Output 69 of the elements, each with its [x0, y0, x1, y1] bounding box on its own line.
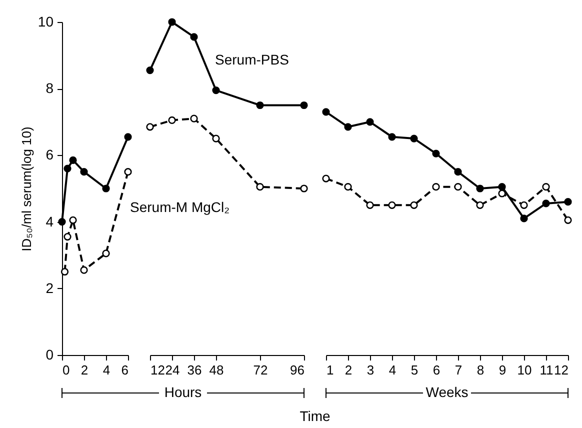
point [542, 183, 550, 191]
y-tick-label: 8 [46, 80, 54, 96]
text: Weeks [426, 384, 468, 400]
point [64, 164, 72, 172]
text: Hours [164, 384, 202, 400]
y-tick-label: 4 [46, 213, 54, 230]
point [454, 183, 462, 191]
point [564, 198, 572, 206]
point [432, 183, 440, 191]
y-tick-label: 10 [38, 14, 54, 30]
x-tick-label: 0 [62, 362, 70, 378]
x-tick-label: 4 [388, 362, 396, 378]
point [520, 201, 528, 209]
point [366, 118, 374, 126]
y-tick-label: 0 [46, 346, 54, 362]
y-axis-title: ID₅₀/ml serum(log 10) [18, 126, 34, 252]
point [498, 183, 506, 191]
x-tick-label: 48 [209, 362, 224, 378]
x-tick-label: 3 [366, 362, 374, 378]
point [102, 184, 110, 192]
point [564, 216, 572, 224]
x-tick-label: 8 [476, 362, 484, 378]
x-tick-label: 24 [165, 362, 180, 378]
y-tick-label: 6 [46, 146, 54, 163]
x-axis-title: Time [300, 408, 331, 424]
x-tick-label: 6 [432, 362, 440, 378]
point [80, 266, 88, 274]
point [410, 201, 418, 209]
series-label: Serum-PBS [215, 51, 289, 68]
point [388, 201, 396, 209]
point [388, 133, 396, 141]
point [498, 190, 506, 198]
x-tick-label: 4 [102, 362, 110, 378]
x-tick-label: 36 [187, 362, 202, 378]
point [322, 174, 330, 182]
point [64, 232, 72, 241]
x-tick-label: 72 [253, 362, 268, 378]
point [69, 216, 77, 224]
point [454, 168, 462, 176]
point [476, 184, 484, 192]
text: Serum-M MgCl₂ [130, 199, 230, 216]
point [410, 134, 418, 142]
x-tick-label: 96 [290, 362, 304, 378]
point [520, 214, 528, 222]
point [476, 201, 484, 209]
point [542, 200, 550, 208]
point [344, 183, 352, 191]
x-tick-label: 12 [554, 362, 568, 378]
x-tick-label: 9 [498, 362, 506, 378]
x-tick-label: 5 [410, 362, 418, 378]
point [124, 168, 132, 176]
x-tick-label: 6 [121, 362, 128, 378]
x-tick-label: 10 [517, 362, 532, 378]
point [432, 150, 440, 158]
point [69, 156, 77, 164]
point [124, 133, 132, 141]
point [366, 201, 374, 209]
point [80, 168, 88, 176]
point [60, 268, 69, 276]
x-tick-label: 11 [540, 362, 554, 378]
x-tick-label: 7 [454, 362, 462, 378]
point [344, 123, 352, 131]
x-tick-label: 12 [150, 362, 165, 378]
x-tick-label: 2 [344, 362, 352, 378]
y-tick-label: 2 [46, 280, 54, 296]
x-tick-label: 2 [80, 362, 88, 378]
x-tick-label: 1 [326, 362, 334, 378]
point [322, 108, 330, 116]
point [102, 250, 110, 258]
